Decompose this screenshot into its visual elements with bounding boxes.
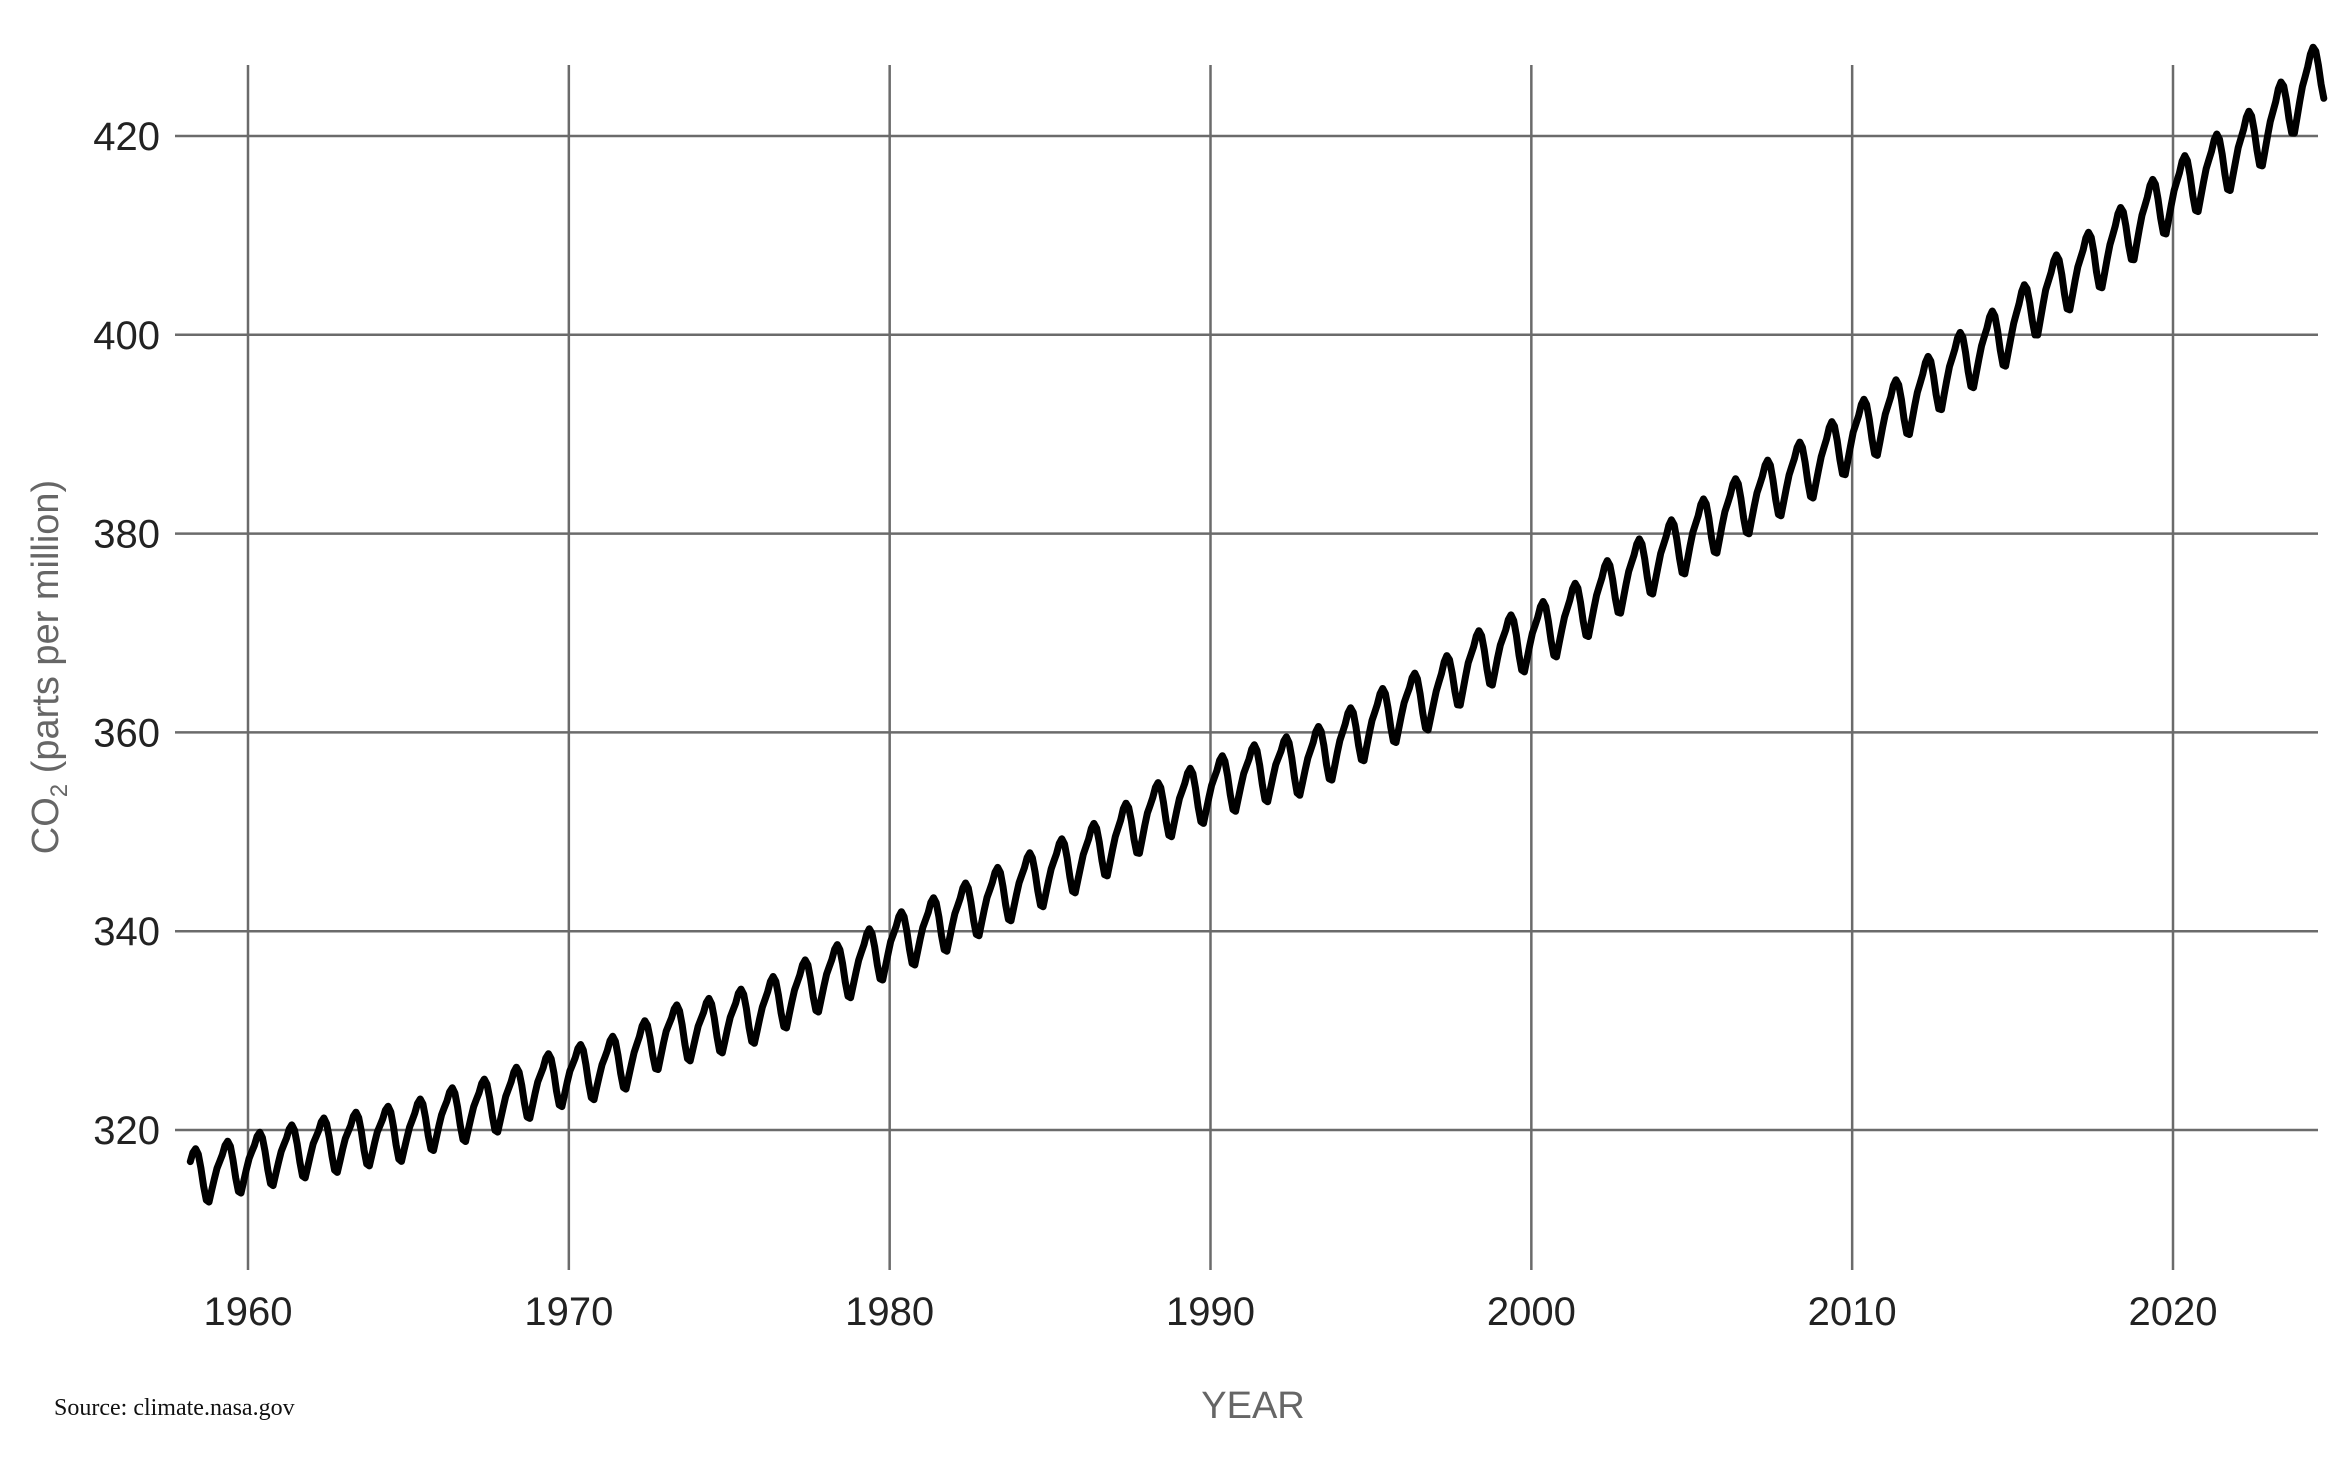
source-note: Source: climate.nasa.gov: [54, 1395, 295, 1421]
x-tick-label: 1980: [845, 1290, 934, 1334]
x-axis-tick-labels: 1960 1970 1980 1990 2000 2010 2020: [204, 1290, 2218, 1334]
x-tick-label: 1970: [524, 1290, 613, 1334]
x-tick-label: 1960: [204, 1290, 293, 1334]
x-tick-label: 2000: [1487, 1290, 1576, 1334]
y-tick-label: 420: [93, 115, 160, 159]
co2-series-line: [186, 43, 2328, 1206]
y-tick-label: 360: [93, 711, 160, 755]
x-tick-label: 1990: [1166, 1290, 1255, 1334]
x-tick-label: 2010: [1808, 1290, 1897, 1334]
y-tick-label: 320: [93, 1109, 160, 1153]
y-tick-label: 380: [93, 513, 160, 557]
x-axis-title: YEAR: [1201, 1385, 1304, 1427]
x-tick-label: 2020: [2129, 1290, 2218, 1334]
y-axis-tick-labels: 320 340 360 380 400 420: [93, 115, 160, 1153]
y-axis-title: CO2 (parts per million): [25, 480, 73, 854]
y-tick-label: 340: [93, 910, 160, 954]
grid-lines: [175, 65, 2318, 1270]
y-tick-label: 400: [93, 314, 160, 358]
